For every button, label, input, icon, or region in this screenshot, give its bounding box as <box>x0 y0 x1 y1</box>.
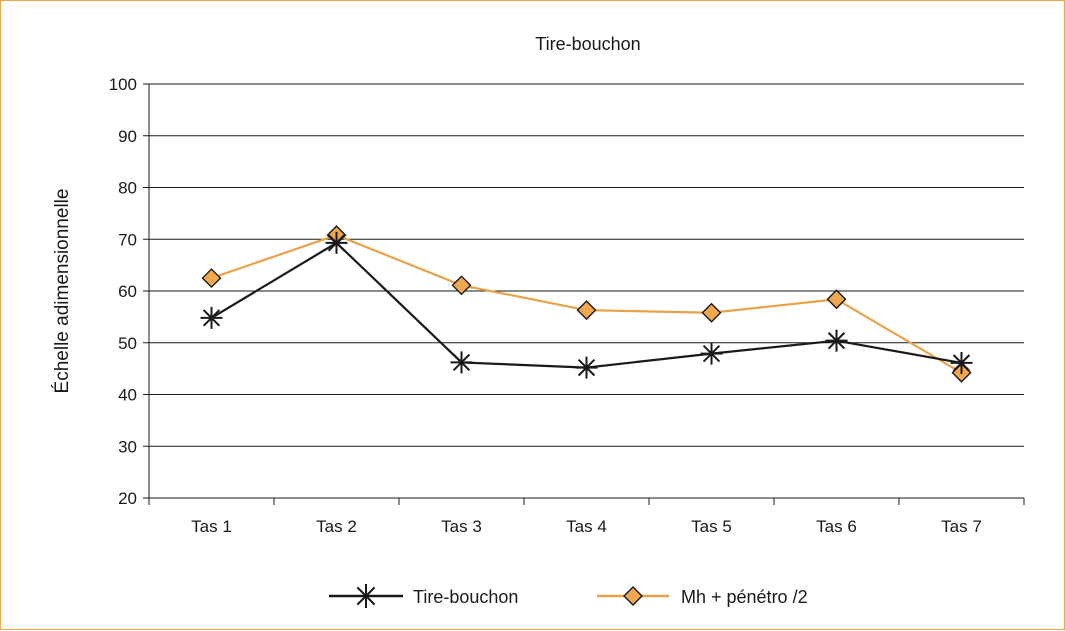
data-point-asterisk <box>575 356 598 379</box>
data-point-diamond <box>576 300 597 321</box>
asterisk-stroke <box>327 234 346 252</box>
y-tick-label: 100 <box>109 75 137 94</box>
y-tick-label: 30 <box>118 437 137 456</box>
y-tick-labels: 20 30 40 50 60 70 80 90 100 <box>109 75 137 508</box>
x-tick-labels: Tas 1 Tas 2 Tas 3 Tas 4 Tas 5 Tas 6 Tas 7 <box>191 517 982 536</box>
x-tick-label: Tas 2 <box>316 517 357 536</box>
asterisk-stroke <box>452 353 471 372</box>
legend: Tire-bouchon Mh + pénétro /2 <box>329 584 808 608</box>
y-tick-label: 80 <box>118 179 137 198</box>
legend-item-tire-bouchon: Tire-bouchon <box>329 584 518 608</box>
gridlines <box>149 83 1024 447</box>
x-tick-label: Tas 4 <box>566 517 607 536</box>
data-point-asterisk <box>950 351 973 374</box>
asterisk-stroke <box>356 586 376 606</box>
x-tick-label: Tas 7 <box>941 517 982 536</box>
legend-diamond <box>623 586 643 606</box>
x-tick-label: Tas 1 <box>191 517 232 536</box>
legend-label-mh-penetro: Mh + pénétro /2 <box>681 587 808 607</box>
x-tick-label: Tas 3 <box>441 517 482 536</box>
x-tick-label: Tas 5 <box>691 517 732 536</box>
axes <box>143 83 1025 505</box>
x-tick-label: Tas 6 <box>816 517 857 536</box>
asterisk-stroke <box>952 354 971 372</box>
data-point-asterisk <box>200 306 223 329</box>
diamond-icon <box>623 586 643 606</box>
y-tick-label: 60 <box>118 282 137 301</box>
data-point-diamond <box>701 302 722 323</box>
series <box>200 225 973 383</box>
data-point-asterisk <box>825 329 848 352</box>
y-tick-label: 50 <box>118 334 137 353</box>
asterisk-stroke <box>577 358 596 377</box>
legend-item-mh-penetro: Mh + pénétro /2 <box>597 586 808 607</box>
y-tick-label: 20 <box>118 489 137 508</box>
y-tick-label: 70 <box>118 230 137 249</box>
data-point-asterisk <box>325 231 348 254</box>
data-point-asterisk <box>700 342 723 365</box>
legend-label-tire-bouchon: Tire-bouchon <box>413 587 518 607</box>
y-tick-label: 40 <box>118 386 137 405</box>
chart-title: Tire-bouchon <box>535 34 640 54</box>
asterisk-stroke <box>827 332 846 350</box>
asterisk-stroke <box>702 344 721 363</box>
legend-asterisk <box>354 584 378 608</box>
y-axis-label: Échelle adimensionnelle <box>52 189 73 394</box>
data-point-asterisk <box>450 351 473 374</box>
asterisk-stroke <box>202 309 221 327</box>
data-point-diamond <box>201 268 222 289</box>
data-point-diamond <box>826 289 847 310</box>
data-point-diamond <box>451 275 472 296</box>
y-tick-label: 90 <box>118 127 137 146</box>
series-tire-bouchon <box>200 231 973 379</box>
asterisk-icon <box>354 584 378 608</box>
